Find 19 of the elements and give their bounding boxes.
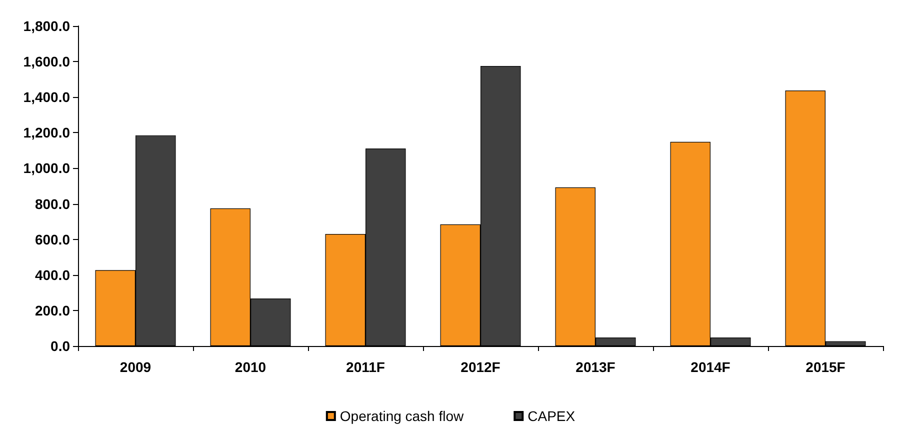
y-tick-label: 1,200.0 xyxy=(23,124,70,141)
legend-label: CAPEX xyxy=(528,408,576,424)
x-tick-label: 2009 xyxy=(120,359,152,375)
x-tick-label: 2015F xyxy=(806,359,846,375)
y-tick-label: 200.0 xyxy=(34,302,70,318)
x-tick-label: 2010 xyxy=(234,359,266,375)
legend-label: Operating cash flow xyxy=(340,408,465,424)
y-tick-label: 1,400.0 xyxy=(23,89,70,106)
y-tick-label: 1,800.0 xyxy=(23,18,70,34)
x-tick-label: 2013F xyxy=(576,359,616,375)
x-tick-label: 2012F xyxy=(460,359,501,375)
y-tick-label: 400.0 xyxy=(34,266,70,283)
y-tick-label: 800.0 xyxy=(34,196,70,212)
x-tick-label: 2014F xyxy=(690,359,731,375)
y-tick-label: 1,000.0 xyxy=(23,160,70,176)
x-tick-label: 2011F xyxy=(346,359,386,375)
y-tick-label: 0.0 xyxy=(50,338,70,354)
y-tick-label: 1,600.0 xyxy=(23,54,70,70)
y-tick-label: 600.0 xyxy=(34,231,70,248)
